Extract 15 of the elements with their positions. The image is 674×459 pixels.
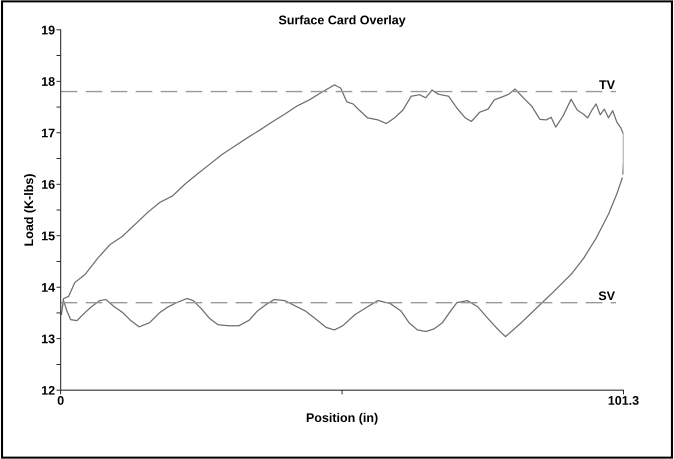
chart-title: Surface Card Overlay — [278, 15, 406, 27]
x-tick-label: 101.3 — [608, 396, 639, 405]
y-tick-label: 13 — [42, 334, 55, 344]
ref-line-label: SV — [598, 291, 615, 300]
y-tick-label: 16 — [42, 180, 55, 189]
y-tick-label: 15 — [42, 232, 55, 240]
x-axis-title: Position (in) — [306, 412, 378, 425]
y-tick-label: 19 — [42, 26, 55, 34]
y-tick-label: 14 — [42, 283, 56, 292]
y-axis-title: Load (K-lbs) — [24, 174, 36, 246]
y-tick-label: 17 — [42, 128, 55, 138]
x-tick-label: 0 — [58, 396, 64, 405]
y-tick-label: 12 — [42, 386, 55, 395]
y-tick-label: 18 — [42, 77, 55, 86]
ref-line-label: TV — [599, 80, 615, 90]
